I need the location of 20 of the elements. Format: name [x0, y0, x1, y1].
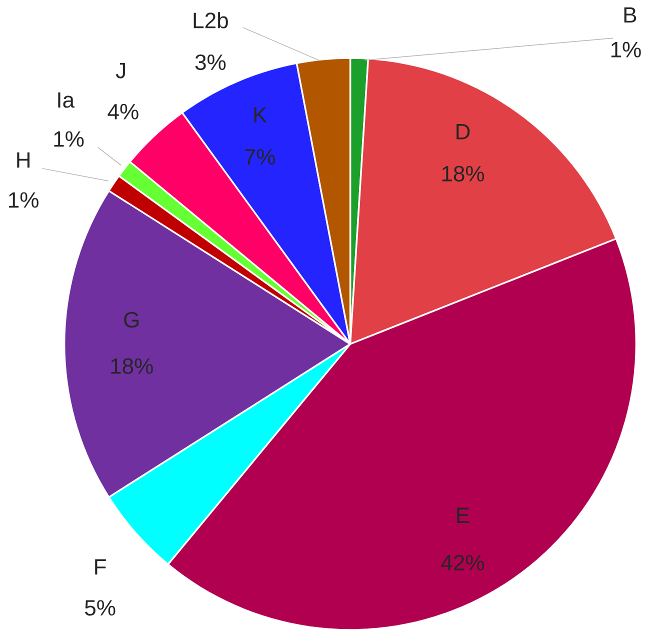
slice-label: B	[624, 7, 636, 23]
data-label: 4%	[108, 104, 138, 120]
slice-label: L2b	[194, 12, 228, 28]
data-label: 1%	[9, 192, 38, 208]
slice-label: Ia	[58, 92, 75, 108]
slice-label: E	[457, 508, 470, 524]
slice-label: G	[124, 312, 139, 328]
data-label: 18%	[111, 358, 153, 374]
data-label: 42%	[441, 555, 484, 571]
data-label: 5%	[84, 600, 116, 616]
data-label: 7%	[245, 149, 276, 165]
slice-label: J	[116, 63, 125, 78]
data-label: 3%	[195, 54, 226, 70]
slice-label: F	[95, 559, 106, 575]
data-label: 1%	[611, 42, 641, 58]
slice-label: K	[254, 107, 267, 123]
data-label: 18%	[442, 166, 484, 182]
slice-label: H	[17, 152, 30, 168]
data-label: 1%	[54, 131, 84, 147]
slice-label: D	[456, 124, 470, 140]
